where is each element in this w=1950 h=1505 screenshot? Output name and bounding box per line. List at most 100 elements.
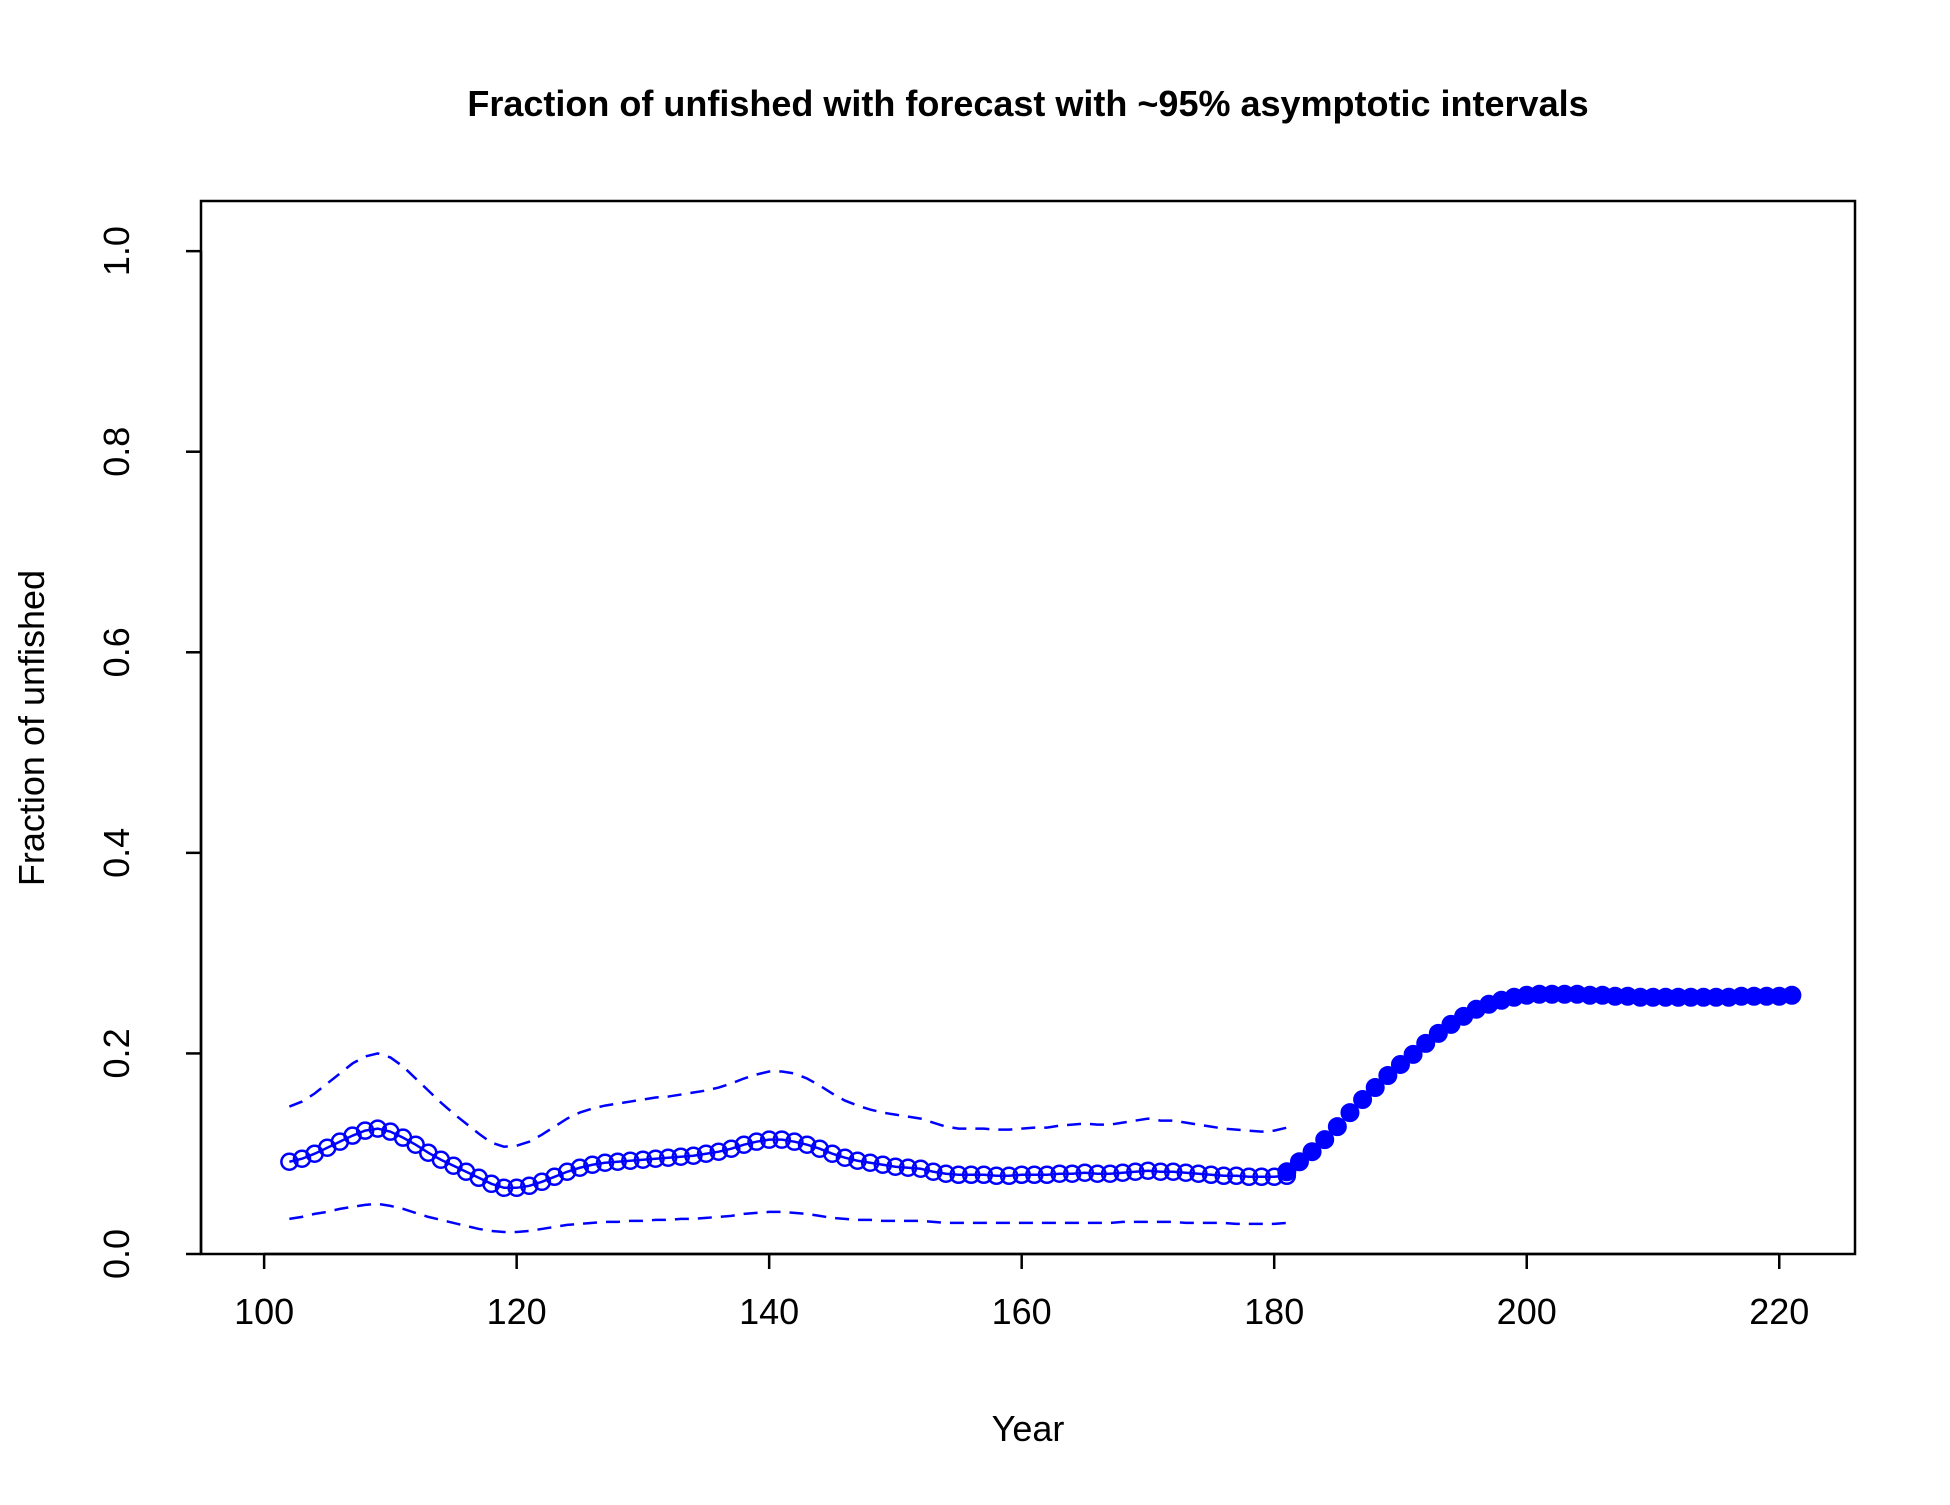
estimate-point	[1176, 1163, 1196, 1183]
forecast-point	[1403, 1044, 1423, 1064]
x-tick-label: 140	[739, 1291, 799, 1332]
estimate-point	[898, 1158, 918, 1178]
lower-interval-line	[289, 1202, 1287, 1234]
estimate-point	[1214, 1166, 1233, 1186]
y-tick-label: 1.0	[96, 226, 137, 276]
estimate-point	[785, 1132, 804, 1151]
y-axis-label: Fraction of unfished	[11, 570, 52, 886]
estimate-point	[936, 1164, 956, 1184]
estimate-point	[1189, 1164, 1208, 1184]
estimate-point	[520, 1176, 539, 1196]
forecast-point	[1378, 1065, 1398, 1085]
x-tick-label: 120	[487, 1291, 547, 1332]
estimate-point	[1126, 1162, 1145, 1182]
estimate-point	[684, 1146, 703, 1165]
estimate-point	[570, 1158, 590, 1178]
estimate-point	[1239, 1167, 1259, 1187]
estimate-point	[987, 1166, 1006, 1186]
forecast-point	[1289, 1152, 1309, 1172]
estimate-point	[797, 1135, 817, 1154]
estimate-point	[696, 1144, 716, 1163]
y-tick-label: 0.6	[96, 627, 137, 677]
estimate-point	[595, 1153, 615, 1172]
forecast-point	[1302, 1142, 1322, 1162]
forecast-point	[1416, 1033, 1436, 1053]
x-tick-label: 180	[1244, 1291, 1304, 1332]
estimate-point	[974, 1165, 994, 1185]
estimate-point	[772, 1130, 792, 1149]
estimate-point	[860, 1153, 880, 1172]
estimate-point	[1163, 1162, 1183, 1182]
estimate-point	[557, 1162, 577, 1182]
estimate-point	[1100, 1164, 1120, 1184]
x-tick-label: 220	[1749, 1291, 1809, 1332]
estimate-point	[1088, 1164, 1107, 1184]
estimate-point	[406, 1135, 425, 1154]
estimate-point	[961, 1165, 981, 1185]
y-tick-label: 0.0	[96, 1229, 137, 1279]
estimate-point	[924, 1162, 943, 1182]
estimate-point	[1252, 1167, 1271, 1187]
estimate-point	[873, 1155, 893, 1174]
estimate-point	[1151, 1162, 1170, 1182]
forecast-point	[1277, 1162, 1297, 1182]
estimate-point	[280, 1152, 299, 1171]
estimate-point	[1075, 1163, 1095, 1183]
y-axis: 0.0 0.2 0.4 0.6 0.8 1.0	[96, 226, 203, 1279]
y-tick-label: 0.4	[96, 828, 137, 878]
estimate-point	[633, 1150, 653, 1169]
estimate-point	[658, 1148, 678, 1167]
estimate-point	[747, 1132, 766, 1151]
forecast-point	[1365, 1078, 1385, 1098]
estimate-point	[835, 1148, 855, 1167]
estimate-point	[886, 1157, 905, 1177]
estimate-point	[494, 1178, 514, 1198]
estimate-point	[1012, 1165, 1031, 1185]
x-axis: 100 120 140 160 180 200 220	[234, 1252, 1809, 1332]
estimate-point	[1227, 1166, 1246, 1186]
y-tick-label: 0.8	[96, 427, 137, 477]
forecast-point	[1353, 1090, 1373, 1110]
x-axis-label: Year	[992, 1408, 1065, 1449]
estimate-point	[1201, 1165, 1221, 1185]
estimate-point	[482, 1174, 501, 1194]
estimate-point	[709, 1142, 728, 1161]
estimate-point	[671, 1147, 691, 1166]
chart-title: Fraction of unfished with forecast with …	[467, 83, 1588, 124]
estimate-point	[722, 1139, 741, 1158]
x-tick-label: 100	[234, 1291, 294, 1332]
estimate-point	[507, 1178, 526, 1198]
estimate-point	[759, 1130, 779, 1149]
x-tick-label: 200	[1497, 1291, 1557, 1332]
estimate-point	[949, 1165, 968, 1185]
upper-interval-line	[288, 1052, 1288, 1148]
estimate-point	[1062, 1164, 1082, 1184]
forecast-point	[1315, 1130, 1335, 1150]
estimate-point	[355, 1121, 375, 1140]
series-layer	[280, 984, 1802, 1234]
estimate-point	[608, 1152, 627, 1171]
estimate-point	[1037, 1165, 1057, 1185]
estimate-point	[1025, 1165, 1044, 1185]
estimate-point	[1113, 1163, 1132, 1183]
estimate-point	[734, 1135, 754, 1154]
estimate-point	[646, 1149, 665, 1168]
estimate-point	[911, 1159, 930, 1179]
forecast-point	[1327, 1117, 1347, 1137]
estimate-point	[621, 1151, 640, 1170]
forecast-point	[1782, 985, 1802, 1005]
forecast-point	[1340, 1103, 1360, 1123]
estimate-point	[848, 1151, 867, 1170]
estimate-line	[289, 1127, 1287, 1190]
estimate-point	[999, 1166, 1019, 1186]
y-tick-label: 0.2	[96, 1028, 137, 1078]
estimate-point	[1138, 1161, 1158, 1181]
forecast-line	[1286, 993, 1792, 1173]
x-tick-label: 160	[992, 1291, 1052, 1332]
plot-area-frame	[199, 199, 1857, 1256]
forecast-point	[1390, 1054, 1410, 1074]
estimate-point	[583, 1155, 602, 1174]
estimate-point	[1050, 1164, 1069, 1184]
estimate-point	[368, 1119, 388, 1138]
